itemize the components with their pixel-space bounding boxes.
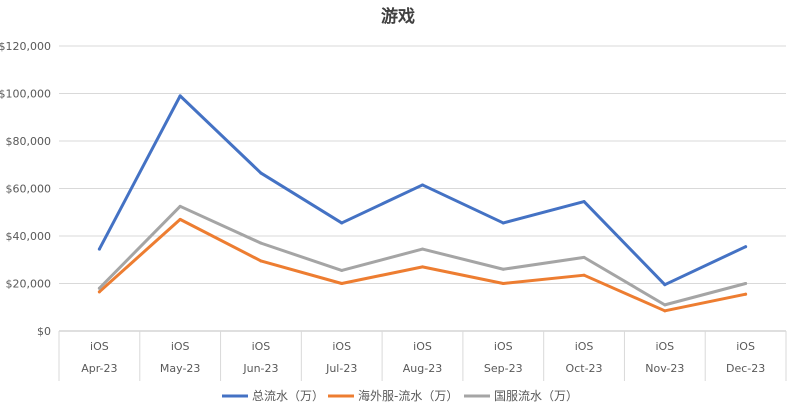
- data-point: [501, 221, 505, 225]
- data-point: [582, 255, 586, 259]
- y-axis: $0 $20,000 $40,000 $60,000 $80,000 $100,000 $1…: [0, 40, 51, 338]
- x-axis: iOS Apr-23 iOS May-23 iOS Jun-23 iOS Jul-23 iOS A…: [58, 331, 787, 381]
- series-lines: [97, 94, 748, 313]
- data-point: [421, 265, 424, 269]
- series-line-2: [97, 204, 748, 307]
- data-point: [178, 94, 182, 98]
- legend-label: 总流水（万）: [252, 389, 324, 403]
- data-point: [259, 241, 263, 245]
- x-tick-label-month: Nov-23: [645, 362, 684, 375]
- data-point: [663, 283, 667, 287]
- x-tick-label-month: Oct-23: [566, 362, 603, 375]
- data-point: [501, 267, 505, 271]
- x-tick-label-month: Jun-23: [242, 362, 278, 375]
- x-tick-label-platform: iOS: [171, 340, 190, 353]
- legend-label: 海外服-流水（万）: [358, 388, 458, 403]
- data-point: [340, 282, 344, 285]
- x-tick-label-platform: iOS: [655, 340, 674, 353]
- x-tick-label-platform: iOS: [736, 340, 755, 353]
- data-point: [744, 245, 748, 249]
- x-tick-label-month: May-23: [160, 362, 201, 375]
- y-tick-label: $120,000: [0, 40, 51, 53]
- x-tick-label-month: Aug-23: [403, 362, 442, 375]
- data-point: [178, 217, 182, 221]
- legend: 总流水（万） 海外服-流水（万） 国服流水（万）: [222, 388, 578, 403]
- data-point: [97, 290, 101, 294]
- data-point: [421, 183, 424, 187]
- x-tick-label-month: Apr-23: [81, 362, 117, 375]
- y-tick-label: $0: [37, 325, 51, 338]
- series-line-0: [97, 94, 748, 287]
- data-point: [340, 268, 344, 272]
- data-point: [744, 292, 748, 296]
- x-tick-label-month: Jul-23: [325, 362, 357, 375]
- x-tick-label-platform: iOS: [494, 340, 513, 353]
- data-point: [744, 282, 748, 285]
- data-point: [97, 286, 101, 290]
- y-tick-label: $80,000: [6, 135, 52, 148]
- data-point: [663, 309, 667, 313]
- y-tick-label: $60,000: [6, 183, 52, 196]
- data-point: [340, 221, 344, 225]
- data-point: [259, 171, 263, 175]
- data-point: [97, 247, 101, 251]
- x-tick-label-platform: iOS: [90, 340, 109, 353]
- y-tick-label: $20,000: [6, 278, 52, 291]
- x-tick-label-platform: iOS: [332, 340, 351, 353]
- legend-label: 国服流水（万）: [494, 389, 578, 403]
- y-tick-label: $40,000: [6, 230, 52, 243]
- y-tick-label: $100,000: [0, 88, 51, 101]
- data-point: [178, 204, 182, 208]
- data-point: [421, 247, 424, 251]
- gridlines: [59, 45, 786, 332]
- x-tick-label-platform: iOS: [575, 340, 594, 353]
- data-point: [582, 273, 586, 277]
- x-tick-label-platform: iOS: [252, 340, 271, 353]
- data-point: [259, 259, 263, 263]
- x-tick-label-platform: iOS: [413, 340, 432, 353]
- chart-title: 游戏: [381, 6, 415, 27]
- data-point: [582, 200, 586, 204]
- x-tick-label-month: Sep-23: [484, 362, 523, 375]
- x-tick-label-month: Dec-23: [726, 362, 765, 375]
- data-point: [501, 282, 505, 285]
- data-point: [663, 303, 667, 307]
